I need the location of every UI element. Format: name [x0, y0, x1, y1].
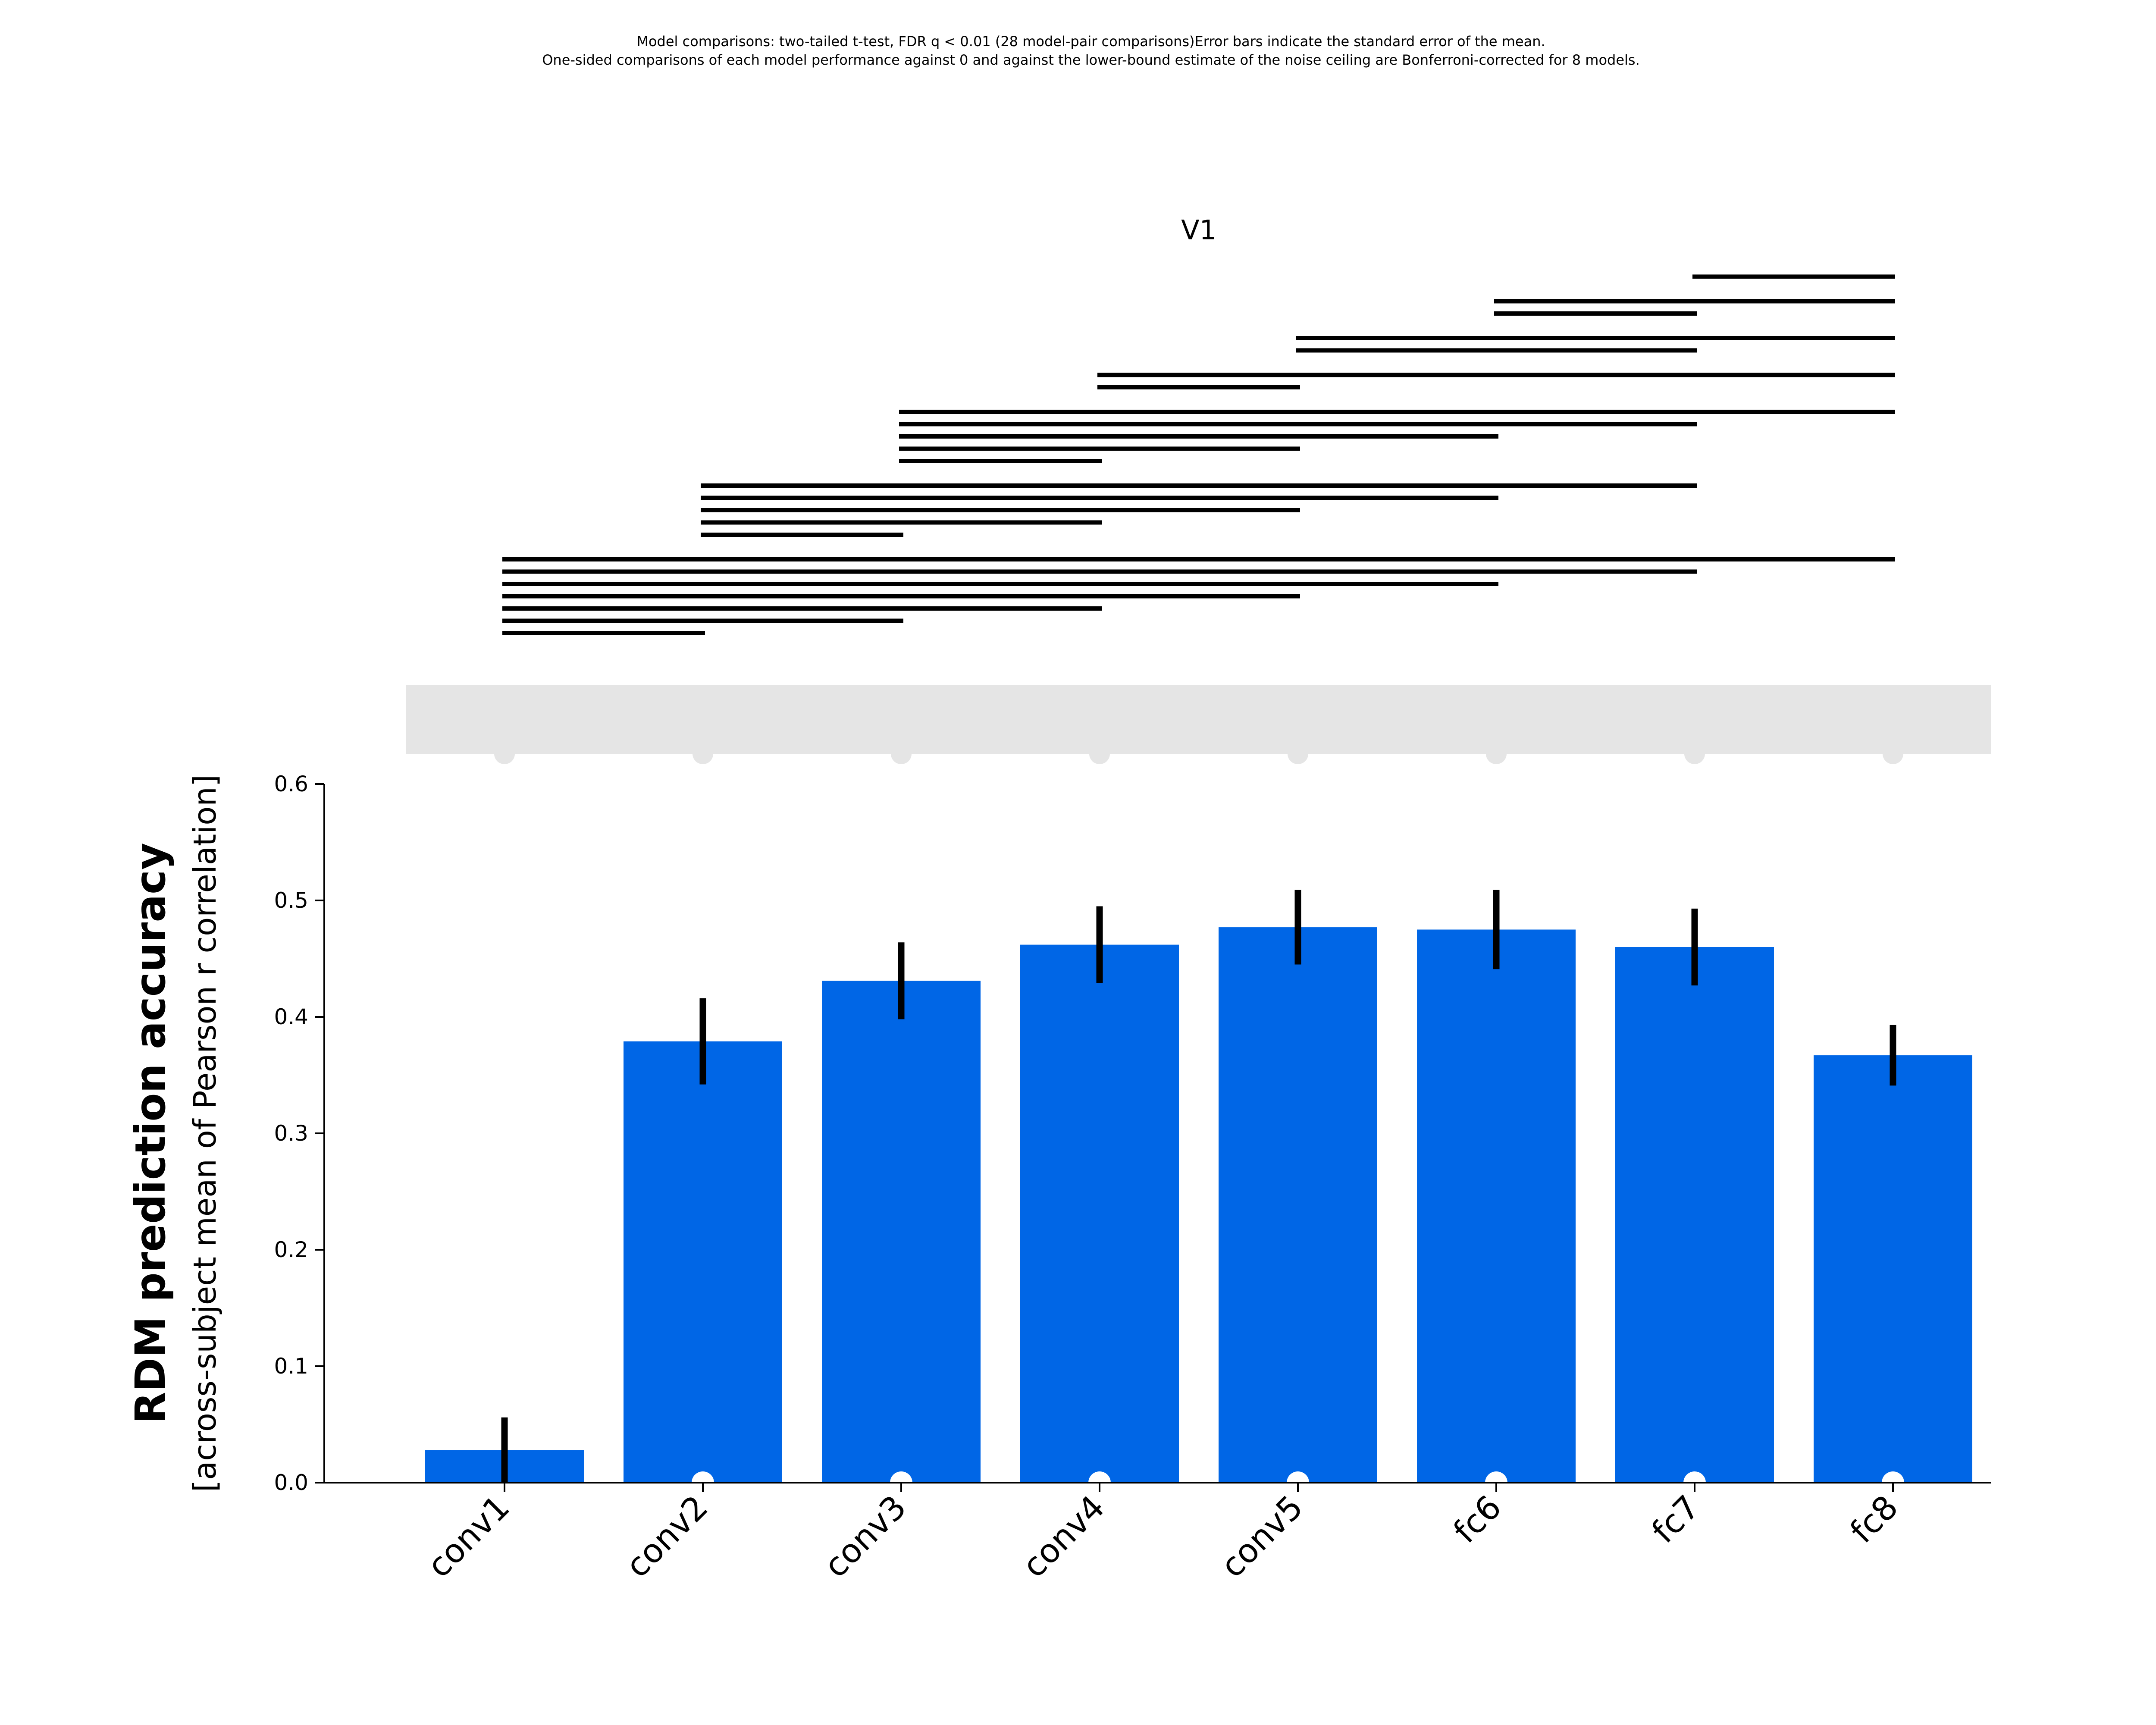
noise-ceiling-band — [406, 685, 1991, 754]
x-tick-label: fc6 — [1446, 1488, 1509, 1551]
bar-fc8 — [1814, 1055, 1972, 1483]
y-tick-label: 0.4 — [274, 1004, 308, 1029]
x-tick-label: fc7 — [1644, 1488, 1707, 1551]
x-tick-label: conv3 — [816, 1488, 913, 1585]
bar-fc6 — [1417, 929, 1576, 1483]
noise-ceiling-significance-dot — [891, 743, 912, 764]
noise-ceiling-significance-dot — [1684, 743, 1705, 764]
y-axis: 0.0 0.1 0.2 0.3 0.4 0.5 0.6 — [274, 772, 325, 1495]
noise-ceiling-significance-dot — [494, 743, 515, 764]
noise-ceiling-significance-dot — [1288, 743, 1308, 764]
x-tick-label: conv4 — [1015, 1488, 1112, 1585]
x-axis: conv1 conv2 conv3 conv4 conv5 fc6 fc7 fc8 — [420, 1483, 1905, 1585]
y-axis-label: RDM prediction accuracy — [126, 843, 175, 1424]
x-tick-label: fc8 — [1843, 1488, 1905, 1551]
bar-conv3 — [822, 981, 981, 1483]
noise-ceiling-markers — [494, 743, 1903, 764]
noise-ceiling-significance-dot — [693, 743, 713, 764]
x-tick-label: conv1 — [420, 1488, 517, 1585]
noise-ceiling-significance-dot — [1883, 743, 1903, 764]
chart-note-1: Model comparisons: two-tailed t-test, FD… — [636, 33, 1545, 50]
bar-conv2 — [624, 1041, 782, 1483]
noise-ceiling-significance-dot — [1089, 743, 1110, 764]
y-axis-sublabel: [across-subject mean of Pearson r correl… — [187, 775, 223, 1492]
bar-conv5 — [1219, 927, 1377, 1483]
bar-conv4 — [1020, 944, 1179, 1483]
y-tick-label: 0.0 — [274, 1470, 308, 1495]
chart-title: V1 — [1181, 214, 1216, 246]
pairwise-comparisons — [502, 274, 1895, 635]
noise-ceiling-significance-dot — [1486, 743, 1507, 764]
y-tick-label: 0.3 — [274, 1121, 308, 1146]
x-tick-label: conv2 — [618, 1488, 715, 1585]
chart-note-2: One-sided comparisons of each model perf… — [542, 52, 1640, 68]
y-tick-label: 0.1 — [274, 1354, 308, 1379]
error-bars — [501, 890, 1896, 1483]
y-tick-label: 0.6 — [274, 772, 308, 797]
y-tick-label: 0.2 — [274, 1237, 308, 1262]
bars — [425, 927, 1972, 1483]
bar-fc7 — [1615, 947, 1774, 1483]
x-tick-label: conv5 — [1213, 1488, 1310, 1585]
y-tick-label: 0.5 — [274, 888, 308, 913]
